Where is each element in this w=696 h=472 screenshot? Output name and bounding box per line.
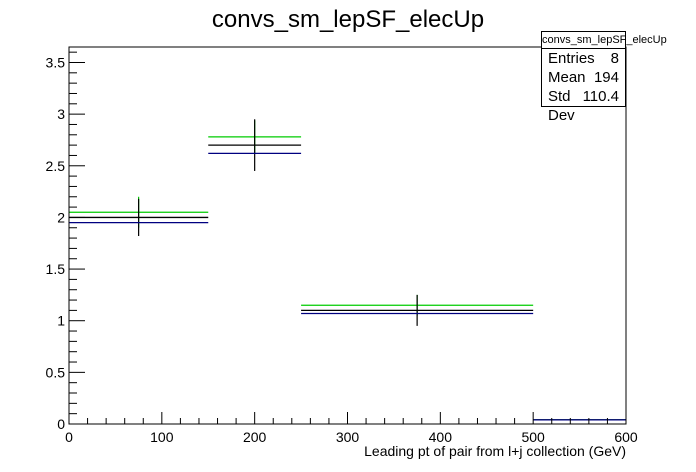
stats-row-entries: Entries 8: [542, 49, 625, 68]
y-tick-label: 1: [57, 313, 65, 329]
y-tick-label: 0.5: [46, 364, 66, 380]
axes: 0 100 200 300 400 500 600 0 0.5 1 1.5 2 2.5 3 3.5: [46, 46, 638, 445]
y-tick-label: 0: [57, 416, 65, 432]
stats-value: 8: [610, 50, 619, 67]
x-tick-label: 300: [336, 429, 360, 445]
stats-value: 110.4: [582, 88, 619, 105]
stats-label: Mean: [548, 69, 586, 86]
y-tick-label: 3.5: [46, 54, 66, 70]
x-tick-label: 200: [243, 429, 267, 445]
x-tick-label: 0: [65, 429, 73, 445]
y-tick-label: 3: [57, 106, 65, 122]
x-tick-label: 600: [614, 429, 638, 445]
stats-row-mean: Mean 194: [542, 68, 625, 87]
stats-box-title: convs_sm_lepSF_elecUp: [542, 32, 667, 49]
stats-row-stddev: Std Dev 110.4: [542, 87, 625, 125]
y-tick-label: 2: [57, 209, 65, 225]
y-tick-label: 2.5: [46, 158, 66, 174]
stats-value: 194: [593, 69, 619, 86]
y-tick-label: 1.5: [46, 261, 66, 277]
stats-label: Entries: [548, 50, 595, 67]
stats-label: Std Dev: [548, 88, 575, 124]
x-axis-title: Leading pt of pair from l+j collection (…: [364, 443, 626, 459]
x-tick-label: 400: [429, 429, 453, 445]
stats-box: convs_sm_lepSF_elecUp Entries 8 Mean 194…: [541, 31, 667, 124]
x-tick-label: 100: [150, 429, 174, 445]
plot-marks: [69, 119, 626, 421]
chart-title: convs_sm_lepSF_elecUp: [211, 6, 485, 33]
x-tick-label: 500: [521, 429, 545, 445]
